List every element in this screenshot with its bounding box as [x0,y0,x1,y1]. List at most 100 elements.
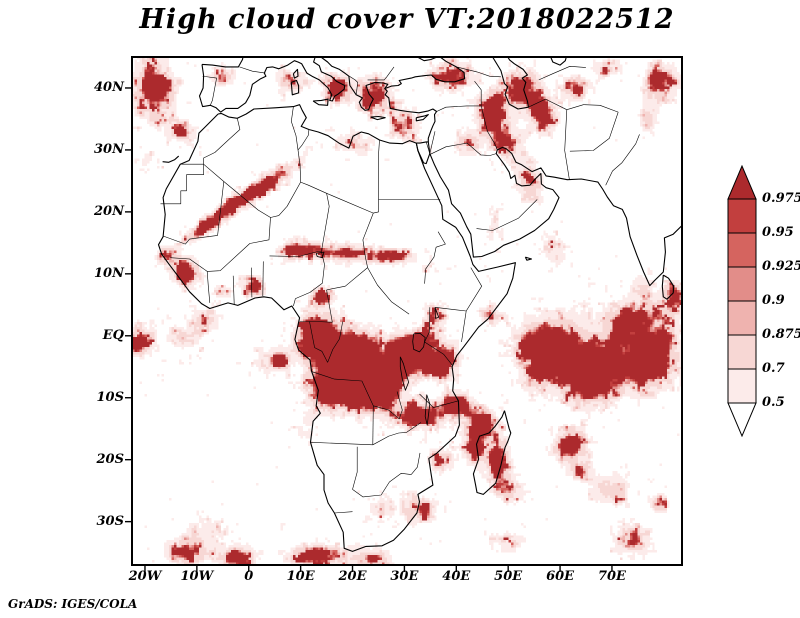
country-border [429,131,436,154]
country-border [202,75,217,106]
country-border [461,310,467,343]
lat-tick-label: 20N [94,203,124,219]
coastline [550,57,567,66]
country-border [162,181,225,245]
lon-tick-label: 70E [597,569,626,584]
colorbar [727,165,757,437]
country-border [352,472,412,498]
coastline [661,274,675,300]
country-border [373,391,403,420]
lon-tick-label: 60E [546,569,575,584]
country-border [605,134,640,186]
country-border [297,129,310,151]
lat-tick-label: 30N [94,141,124,157]
country-border [239,66,266,74]
country-border [262,261,264,297]
country-border [160,163,204,205]
country-border [465,267,483,312]
coastline [157,104,516,552]
country-border [362,212,374,268]
colorbar-segment [727,334,757,370]
country-border [372,422,422,446]
country-border [309,321,328,363]
coastline [201,57,244,68]
coastline [292,68,299,79]
lake-outline [399,356,410,391]
country-border [300,181,379,214]
country-border [326,267,368,291]
country-border [310,442,373,446]
coastline [370,115,386,121]
colorbar-tick-label: 0.975 [762,191,800,206]
country-border [372,405,374,445]
colorbar-tick-label: 0.875 [762,327,800,342]
coastline [472,410,512,495]
coastline [320,57,389,111]
country-border [269,251,322,257]
colorbar-bottom-arrow [727,402,757,437]
lake-outline [412,332,426,353]
country-border [425,141,431,154]
colorbar-tick-label: 0.7 [762,361,785,376]
country-border [299,289,333,323]
country-border [334,511,353,514]
lat-tick-label: 10S [96,389,124,405]
country-border [480,105,498,151]
country-border [270,181,301,218]
country-border [297,149,301,183]
lake-outline [424,394,431,426]
chart-title: High cloud cover VT:2018022512 [139,4,675,35]
colorbar-tick-label: 0.95 [762,225,794,240]
country-border [232,275,235,305]
coastline [162,155,180,163]
country-border [430,142,497,156]
lon-tick-label: 50E [494,569,523,584]
grads-attribution: GrADS: IGES/COLA [8,597,138,611]
lon-tick-label: 10E [286,569,315,584]
lon-tick-label: 30E [390,569,419,584]
country-border [410,452,421,475]
country-border [378,139,380,200]
lon-tick-label: 20W [128,569,162,584]
country-border [207,217,271,272]
coastline [290,79,300,96]
map-overlay [125,56,683,572]
coastline [384,57,466,142]
country-border [327,321,343,363]
colorbar-segment [727,198,757,234]
colorbar-segment [727,266,757,302]
country-border [321,193,330,252]
lat-tick-label: 30S [96,513,124,529]
country-border [528,98,567,110]
country-border [424,341,453,366]
colorbar-tick-label: 0.5 [762,395,785,410]
coastline [524,256,533,261]
lat-tick-label: EQ [102,327,124,343]
lake-outline [434,307,440,319]
country-border [566,104,619,113]
country-border [352,446,358,490]
country-border [293,251,325,307]
coastline [198,57,346,113]
country-border [311,371,374,406]
country-border [203,163,271,218]
country-border [170,257,208,272]
colorbar-segment [727,300,757,336]
coastline [492,57,529,110]
lon-tick-label: 20E [338,569,367,584]
country-border [291,106,299,150]
colorbar-tick-label: 0.925 [762,259,800,274]
lake-outline [315,251,325,259]
country-border [206,271,211,303]
country-border [434,307,467,312]
lon-tick-label: 0 [244,569,254,584]
colorbar-tick-label: 0.9 [762,293,785,308]
country-border [367,66,395,81]
lon-tick-label: 10W [180,569,214,584]
country-border [419,393,459,408]
coastline [312,98,329,106]
coastline [417,57,438,62]
country-border [349,75,358,95]
colorbar-segment [727,232,757,268]
